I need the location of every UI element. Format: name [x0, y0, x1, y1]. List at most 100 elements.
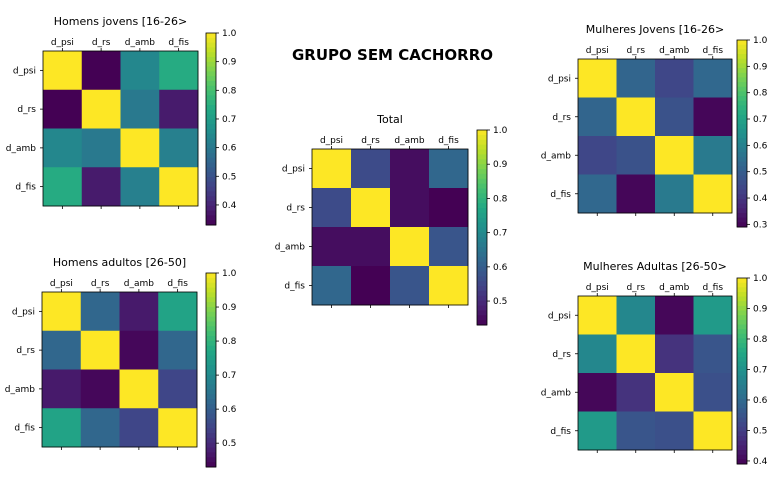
heatmap-cell — [616, 334, 656, 374]
colorbar-segment — [737, 58, 747, 64]
colorbar-segment — [737, 445, 747, 451]
colorbar-segment — [737, 217, 747, 223]
colorbar-segment — [477, 130, 487, 136]
column-tick-label: d_fis — [702, 283, 723, 293]
colorbar-segment — [206, 457, 216, 463]
colorbar-tick-label: 0.5 — [222, 172, 236, 182]
colorbar-segment — [206, 394, 216, 400]
heatmap-cell — [80, 292, 120, 332]
heatmap-cell — [42, 408, 82, 448]
colorbar-tick-label: 1.0 — [222, 29, 237, 39]
colorbar-segment — [737, 110, 747, 116]
colorbar-segment — [737, 194, 747, 200]
colorbar-segment — [206, 172, 216, 178]
colorbar-segment — [206, 100, 216, 106]
colorbar-tick-label: 0.9 — [753, 304, 768, 314]
heatmap-cell — [616, 373, 656, 412]
colorbar-segment — [477, 212, 487, 219]
colorbar-segment — [206, 196, 216, 202]
colorbar-segment — [477, 144, 487, 150]
colorbar-segment — [737, 198, 747, 205]
colorbar-segment — [206, 360, 216, 366]
colorbar-segment — [206, 37, 216, 44]
colorbar-segment — [737, 203, 747, 209]
colorbar-segment — [206, 336, 216, 342]
heatmap-panel-2: Mulheres Jovens [16-26> d_psi d_psi d_rs d_r… — [541, 23, 768, 230]
colorbar-segment — [206, 423, 216, 429]
heatmap-cell — [120, 167, 160, 207]
colorbar-segment — [206, 138, 216, 144]
colorbar-segment — [737, 282, 747, 288]
heatmap-cell — [693, 59, 733, 98]
colorbar-tick-label: 0.6 — [493, 263, 508, 273]
heatmap-cell — [159, 51, 199, 91]
colorbar-segment — [206, 403, 216, 410]
colorbar-tick-label: 0.8 — [222, 86, 237, 96]
colorbar-segment — [737, 152, 747, 158]
heatmap-cell — [312, 188, 352, 228]
column-tick-label: d_rs — [91, 279, 110, 289]
heatmap-cell — [578, 136, 617, 175]
colorbar-tick-label: 1.0 — [753, 274, 768, 284]
heatmap-cell — [578, 373, 617, 412]
colorbar-segment — [206, 201, 216, 207]
colorbar-segment — [737, 91, 747, 97]
colorbar-segment — [737, 375, 747, 381]
column-tick-label: d_rs — [626, 283, 645, 293]
row-tick-label: d_rs — [552, 113, 571, 123]
colorbar-segment — [206, 418, 216, 424]
column-tick-label: d_rs — [626, 46, 645, 56]
colorbar-segment — [737, 431, 747, 437]
colorbar-segment — [737, 333, 747, 339]
row-tick-label: d_fis — [550, 190, 571, 200]
heatmap-cell — [120, 128, 160, 168]
colorbar-segment — [737, 417, 747, 423]
colorbar-segment — [206, 90, 216, 96]
colorbar-segment — [206, 119, 216, 125]
colorbar-segment — [737, 324, 747, 330]
heatmap-cell — [351, 188, 391, 228]
colorbar-segment — [206, 133, 216, 140]
heatmap-cell — [390, 266, 430, 306]
heatmap-cell — [429, 266, 469, 306]
colorbar-segment — [206, 311, 216, 318]
colorbar-segment — [206, 148, 216, 154]
colorbar-tick-label: 0.7 — [222, 115, 236, 125]
colorbar-tick-label: 0.7 — [222, 371, 236, 381]
colorbar-segment — [477, 183, 487, 189]
heatmap-cell — [655, 296, 694, 335]
colorbar-segment — [206, 66, 216, 72]
heatmap-cell — [429, 149, 469, 189]
colorbar-segment — [206, 52, 216, 58]
column-tick-label: d_psi — [50, 279, 73, 289]
heatmap-frame — [42, 50, 199, 207]
heatmap-cell — [616, 97, 656, 137]
colorbar-segment — [206, 71, 216, 77]
heatmap-cell — [655, 59, 694, 98]
colorbar-segment — [206, 61, 216, 68]
colorbar-segment — [737, 380, 747, 386]
heatmap-cell — [390, 188, 430, 228]
colorbar-tick-label: 0.7 — [753, 115, 767, 125]
colorbar-segment — [477, 286, 487, 292]
colorbar-segment — [737, 352, 747, 358]
colorbar-segment — [737, 161, 747, 167]
row-tick-label: d_rs — [552, 350, 571, 360]
colorbar-segment — [737, 44, 747, 50]
row-tick-label: d_amb — [541, 388, 571, 398]
colorbar-segment — [206, 384, 216, 390]
colorbar-segment — [206, 33, 216, 39]
colorbar-segment — [737, 100, 747, 106]
heatmap-cell — [81, 128, 121, 168]
colorbar-segment — [206, 331, 216, 337]
colorbar-segment — [737, 384, 747, 391]
page-title: GRUPO SEM CACHORRO — [292, 46, 493, 64]
colorbar-segment — [206, 428, 216, 434]
heatmap-cell — [159, 167, 199, 207]
row-tick-label: d_rs — [17, 105, 36, 115]
colorbar-segment — [206, 177, 216, 183]
heatmap-cell — [119, 408, 159, 448]
heatmap-panel-1: Homens jovens [16-26>d_psid_psid_rsd_rsd… — [6, 15, 237, 226]
colorbar-segment — [737, 319, 747, 325]
